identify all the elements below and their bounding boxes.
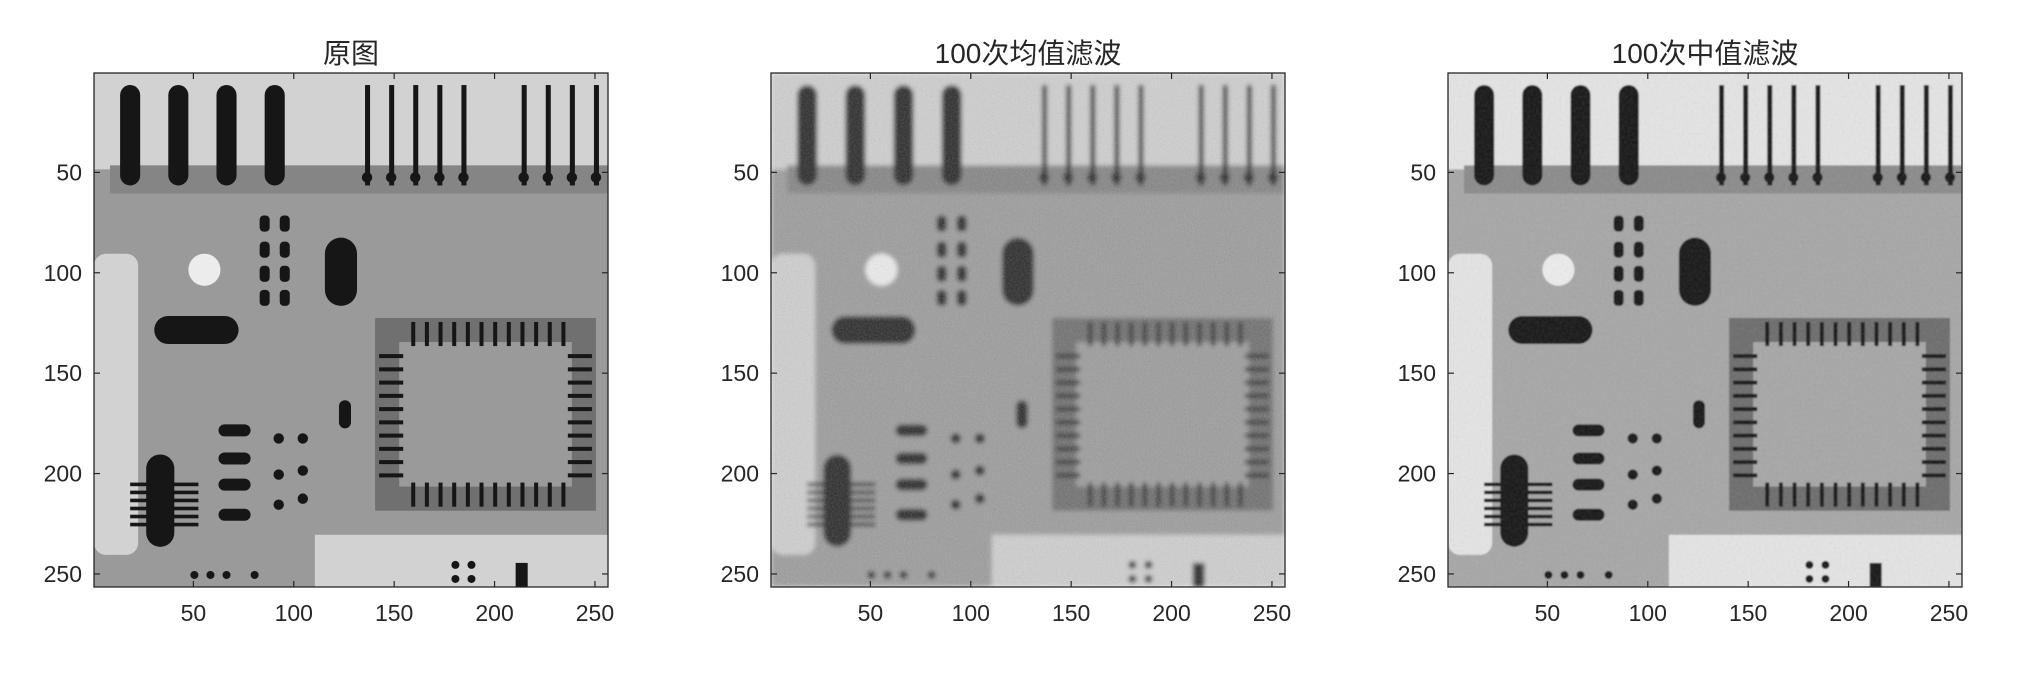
x-tick-label: 200 — [475, 600, 513, 626]
x-tick-label: 200 — [1829, 600, 1867, 626]
y-tick-label: 100 — [1398, 260, 1436, 286]
y-tick-label: 250 — [1398, 561, 1436, 587]
y-tick-label: 150 — [44, 360, 82, 386]
x-tick-label: 50 — [858, 600, 884, 626]
x-tick-label: 100 — [1629, 600, 1667, 626]
y-tick-label: 50 — [733, 159, 759, 185]
panel-image — [771, 73, 1285, 587]
panel-original: 原图 50 100 150 200 250 50 100 150 200 250 — [44, 38, 615, 626]
y-tick-label: 200 — [44, 461, 82, 487]
y-tick-label: 250 — [44, 561, 82, 587]
y-tick-label: 150 — [1398, 360, 1436, 386]
panel-median: 100次中值滤波 50 100 150 200 250 50 100 150 200 250 — [1398, 38, 1969, 626]
x-tick-label: 50 — [181, 600, 207, 626]
panels-root: 原图 50 100 150 200 250 50 100 150 200 250 100次均值滤波 50… — [44, 38, 1969, 626]
x-tick-label: 50 — [1535, 600, 1561, 626]
panel-title: 100次均值滤波 — [935, 38, 1122, 69]
x-tick-label: 250 — [576, 600, 614, 626]
x-tick-label: 150 — [1729, 600, 1767, 626]
x-tick-label: 250 — [1253, 600, 1291, 626]
x-tick-label: 100 — [952, 600, 990, 626]
y-tick-label: 50 — [1410, 159, 1436, 185]
panel-title: 原图 — [323, 38, 379, 69]
y-tick-label: 250 — [721, 561, 759, 587]
y-tick-label: 100 — [44, 260, 82, 286]
x-tick-label: 250 — [1930, 600, 1968, 626]
x-tick-label: 200 — [1152, 600, 1190, 626]
x-tick-label: 150 — [375, 600, 413, 626]
panel-mean: 100次均值滤波 50 100 150 200 250 50 100 150 200 250 — [721, 38, 1292, 626]
y-tick-label: 50 — [56, 159, 82, 185]
axes-frame — [770, 72, 1286, 588]
panel-title: 100次中值滤波 — [1612, 38, 1799, 69]
panel-image — [94, 73, 608, 587]
y-tick-label: 200 — [721, 461, 759, 487]
panel-image — [1448, 73, 1962, 587]
y-tick-label: 150 — [721, 360, 759, 386]
axes-frame — [1447, 72, 1963, 588]
x-tick-label: 100 — [275, 600, 313, 626]
axes-frame — [93, 72, 609, 588]
x-tick-label: 150 — [1052, 600, 1090, 626]
y-tick-label: 100 — [721, 260, 759, 286]
y-tick-label: 200 — [1398, 461, 1436, 487]
